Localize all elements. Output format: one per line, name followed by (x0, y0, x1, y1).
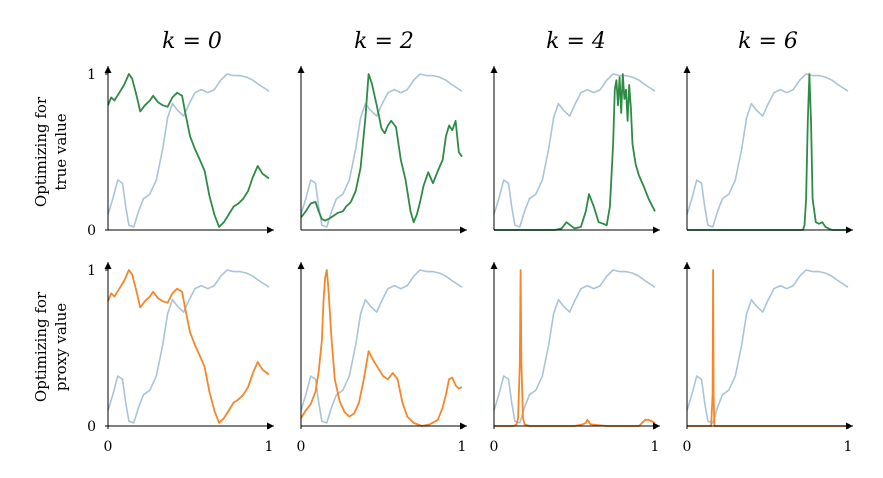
panel-proxy-k6 (683, 262, 853, 430)
column-title-k0: k = 0 (162, 29, 222, 54)
panel-true-k6 (683, 66, 853, 234)
reference-curve (686, 269, 849, 424)
panel-true-k0 (104, 66, 274, 234)
reference-curve (107, 73, 270, 228)
true-value-series (300, 73, 463, 224)
column-title-k6: k = 6 (738, 29, 798, 54)
reference-curve (493, 73, 656, 228)
panel-proxy-k0 (104, 262, 274, 430)
panel-true-k4 (490, 66, 660, 234)
x-tick-col4-1: 1 (844, 439, 853, 455)
row-label-proxy-value: Optimizing for proxy value (32, 291, 70, 402)
x-tick-col4-0: 0 (683, 439, 692, 455)
column-title-k4: k = 4 (546, 29, 606, 54)
row-label-proxy-line2: proxy value (52, 303, 70, 391)
x-tick-col3-1: 1 (651, 439, 660, 455)
proxy-value-series (300, 269, 463, 427)
true-value-series (107, 73, 270, 228)
proxy-value-series (494, 269, 656, 427)
y-tick-top-row-1: 1 (87, 67, 96, 83)
y-tick-top-row-0: 0 (87, 223, 96, 239)
true-value-series (494, 73, 656, 231)
reference-curve (493, 269, 656, 424)
reference-curve (300, 269, 463, 424)
row-label-true-value: Optimizing for true value (32, 96, 70, 207)
x-tick-col3-0: 0 (490, 439, 499, 455)
x-tick-col1-0: 0 (104, 439, 113, 455)
column-title-k2: k = 2 (354, 29, 414, 54)
proxy-value-series (687, 269, 848, 427)
y-tick-bottom-row-0: 0 (87, 419, 96, 435)
reference-curve (300, 73, 463, 228)
proxy-value-series (107, 269, 270, 424)
panel-proxy-k4 (490, 262, 660, 430)
true-value-series (687, 73, 848, 231)
panels (104, 66, 853, 430)
reference-curve (107, 269, 270, 424)
reference-curve (686, 73, 849, 228)
row-label-true-line1: Optimizing for (32, 96, 50, 207)
panel-proxy-k2 (297, 262, 467, 430)
x-tick-col2-0: 0 (297, 439, 306, 455)
x-tick-col1-1: 1 (265, 439, 274, 455)
row-label-true-line2: true value (52, 113, 70, 190)
x-tick-col2-1: 1 (458, 439, 467, 455)
panel-true-k2 (297, 66, 467, 234)
row-label-proxy-line1: Optimizing for (32, 291, 50, 402)
y-tick-bottom-row-1: 1 (87, 263, 96, 279)
